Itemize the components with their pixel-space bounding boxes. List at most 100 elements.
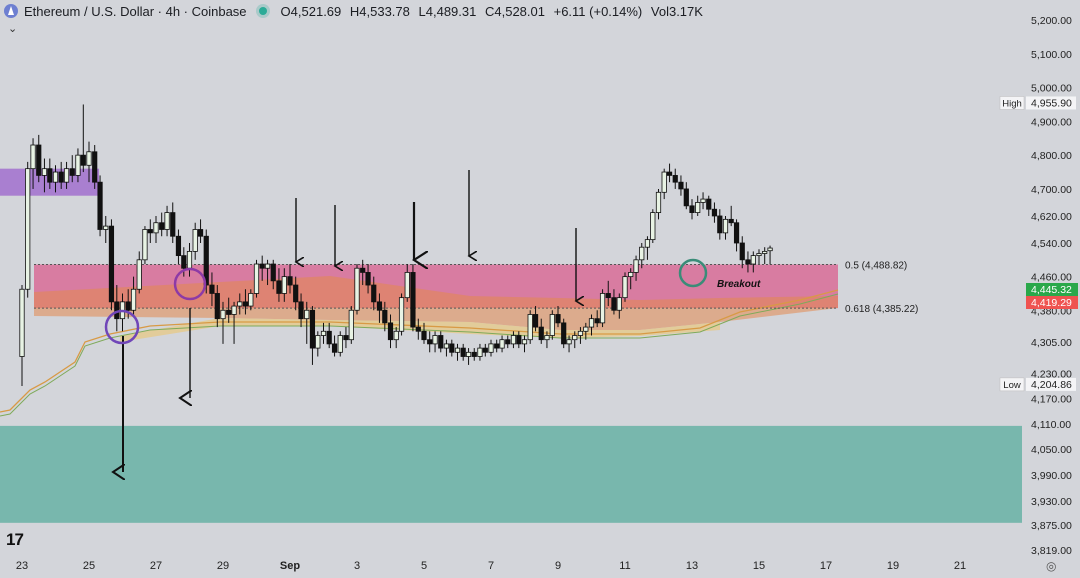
candle[interactable] [298, 293, 304, 328]
candle[interactable] [337, 331, 343, 357]
candle[interactable] [226, 297, 232, 323]
candle[interactable] [750, 251, 756, 273]
candle[interactable] [326, 322, 332, 349]
gear-icon[interactable]: ◎ [1046, 559, 1057, 573]
candle[interactable] [30, 138, 36, 189]
candle[interactable] [63, 161, 70, 189]
tradingview-logo-icon[interactable]: 17 [6, 530, 24, 549]
candle[interactable] [264, 259, 271, 286]
candle[interactable] [599, 289, 606, 328]
candle[interactable] [678, 175, 684, 196]
candle[interactable] [728, 205, 734, 227]
candle[interactable] [170, 202, 176, 243]
candle[interactable] [499, 335, 505, 353]
candle[interactable] [695, 195, 701, 216]
candle[interactable] [371, 276, 377, 311]
candle[interactable] [354, 264, 360, 315]
candle[interactable] [622, 272, 628, 302]
candle[interactable] [136, 251, 142, 294]
candle[interactable] [293, 276, 299, 311]
candle[interactable] [304, 301, 310, 344]
candle[interactable] [192, 222, 198, 260]
candle[interactable] [555, 306, 561, 328]
candle[interactable] [197, 219, 204, 243]
candle[interactable] [700, 192, 706, 210]
candle[interactable] [52, 165, 59, 193]
candle[interactable] [309, 306, 316, 365]
candle[interactable] [410, 264, 416, 332]
candle[interactable] [315, 331, 321, 357]
candle[interactable] [628, 268, 634, 290]
candle[interactable] [287, 264, 293, 294]
candle[interactable] [387, 314, 394, 349]
candle[interactable] [36, 134, 42, 183]
candle[interactable] [97, 175, 103, 237]
candle[interactable] [672, 168, 678, 189]
candle[interactable] [86, 141, 92, 183]
candle[interactable] [80, 104, 86, 173]
candle[interactable] [561, 318, 567, 349]
candle[interactable] [538, 318, 544, 344]
chevron-down-icon[interactable]: ⌄ [8, 23, 18, 35]
candle[interactable] [276, 268, 282, 302]
candle[interactable] [633, 255, 639, 281]
candle[interactable] [521, 335, 528, 353]
candle[interactable] [505, 335, 511, 349]
candle[interactable] [449, 339, 455, 357]
candle[interactable] [404, 264, 410, 302]
candle[interactable] [767, 245, 773, 265]
candle[interactable] [242, 289, 249, 315]
candle[interactable] [153, 215, 159, 243]
candle[interactable] [583, 322, 589, 340]
candle[interactable] [611, 289, 617, 315]
candle[interactable] [393, 327, 399, 349]
candle[interactable] [689, 199, 695, 220]
candle[interactable] [683, 182, 689, 210]
candle[interactable] [398, 293, 405, 336]
candle[interactable] [360, 259, 366, 286]
candle[interactable] [454, 343, 461, 361]
candle[interactable] [427, 331, 433, 353]
candle[interactable] [142, 226, 148, 265]
candle[interactable] [460, 343, 466, 361]
candle[interactable] [650, 209, 656, 243]
candle[interactable] [382, 301, 388, 332]
candle[interactable] [159, 212, 165, 237]
candle[interactable] [588, 314, 595, 336]
candle[interactable] [655, 188, 662, 220]
candle[interactable] [544, 331, 550, 349]
candle[interactable] [488, 339, 494, 357]
candle[interactable] [237, 293, 243, 315]
candle[interactable] [376, 293, 383, 323]
candle[interactable] [577, 327, 584, 344]
candle[interactable] [175, 229, 182, 265]
candle[interactable] [415, 318, 421, 340]
candle[interactable] [482, 343, 488, 357]
candle[interactable] [343, 327, 349, 349]
candle[interactable] [164, 205, 170, 237]
candle[interactable] [616, 293, 622, 319]
candle[interactable] [75, 148, 81, 183]
candle[interactable] [717, 209, 723, 240]
candle[interactable] [214, 285, 220, 328]
candle[interactable] [147, 219, 153, 243]
candle[interactable] [739, 236, 745, 269]
candle[interactable] [348, 306, 354, 344]
candle[interactable] [259, 255, 265, 281]
candle[interactable] [532, 306, 539, 332]
candle[interactable] [365, 264, 371, 294]
candle[interactable] [248, 289, 254, 311]
candle[interactable] [762, 247, 768, 265]
candle[interactable] [253, 259, 260, 298]
candle[interactable] [494, 339, 500, 353]
candle[interactable] [465, 348, 472, 365]
candle[interactable] [510, 331, 517, 349]
candle[interactable] [125, 289, 131, 319]
candle[interactable] [209, 272, 215, 307]
candle[interactable] [47, 158, 53, 189]
candle[interactable] [639, 243, 645, 269]
candle[interactable] [69, 155, 75, 183]
candle[interactable] [58, 161, 64, 189]
candle[interactable] [438, 331, 444, 353]
